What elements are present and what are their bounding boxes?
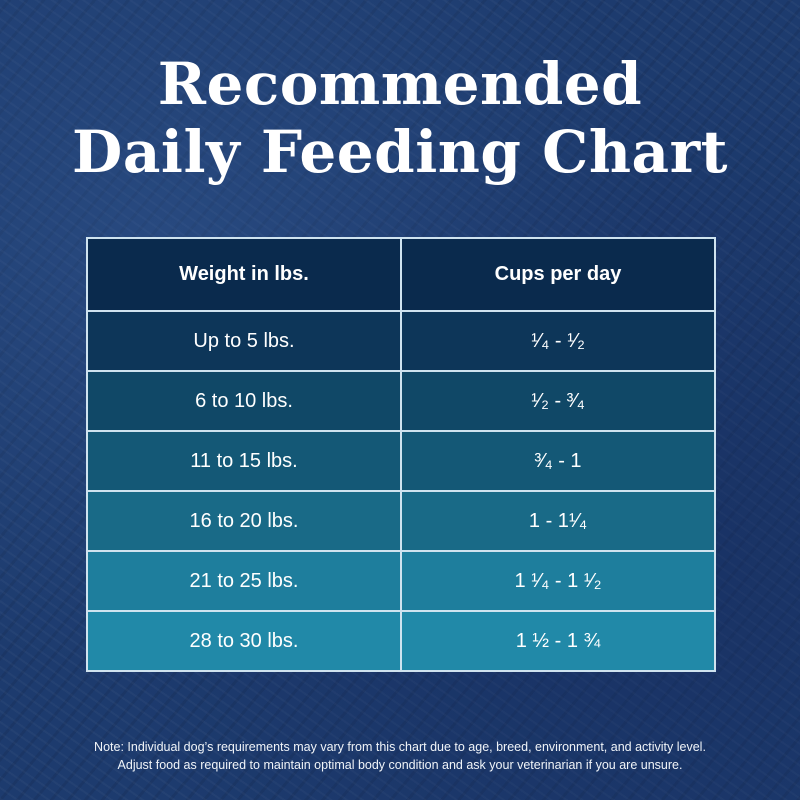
footnote: Note: Individual dog’s requirements may …: [0, 738, 800, 774]
page-title: Recommended Daily Feeding Chart: [0, 50, 800, 186]
cell-weight: Up to 5 lbs.: [86, 310, 402, 372]
cell-cups: ¹⁄₂ - ³⁄₄: [400, 370, 716, 432]
cell-weight: 6 to 10 lbs.: [86, 370, 402, 432]
table-row: 6 to 10 lbs. ¹⁄₂ - ³⁄₄: [86, 370, 716, 432]
header-weight: Weight in lbs.: [86, 237, 402, 312]
header-cups: Cups per day: [400, 237, 716, 312]
title-line-2: Daily Feeding Chart: [72, 118, 728, 186]
table-header-row: Weight in lbs. Cups per day: [86, 237, 716, 312]
cell-cups: 1 ¹⁄₄ - 1 ¹⁄₂: [400, 550, 716, 612]
cell-cups: ¹⁄₄ - ¹⁄₂: [400, 310, 716, 372]
cell-cups: 1 ½ - 1 ¾: [400, 610, 716, 672]
table-row: 11 to 15 lbs. ³⁄₄ - 1: [86, 430, 716, 492]
cell-weight: 11 to 15 lbs.: [86, 430, 402, 492]
table-row: Up to 5 lbs. ¹⁄₄ - ¹⁄₂: [86, 310, 716, 372]
cell-cups: ³⁄₄ - 1: [400, 430, 716, 492]
table-row: 21 to 25 lbs. 1 ¹⁄₄ - 1 ¹⁄₂: [86, 550, 716, 612]
table-row: 16 to 20 lbs. 1 - 1¹⁄₄: [86, 490, 716, 552]
footnote-line-1: Note: Individual dog’s requirements may …: [94, 740, 706, 754]
cell-weight: 28 to 30 lbs.: [86, 610, 402, 672]
table-row: 28 to 30 lbs. 1 ½ - 1 ¾: [86, 610, 716, 672]
cell-cups: 1 - 1¹⁄₄: [400, 490, 716, 552]
cell-weight: 16 to 20 lbs.: [86, 490, 402, 552]
footnote-line-2: Adjust food as required to maintain opti…: [117, 758, 683, 772]
feeding-table: Weight in lbs. Cups per day Up to 5 lbs.…: [86, 237, 716, 672]
title-line-1: Recommended: [157, 50, 643, 118]
cell-weight: 21 to 25 lbs.: [86, 550, 402, 612]
